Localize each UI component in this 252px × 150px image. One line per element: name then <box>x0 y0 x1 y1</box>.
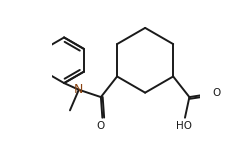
Text: N: N <box>74 83 83 96</box>
Text: HO: HO <box>176 121 192 131</box>
Text: O: O <box>97 121 105 131</box>
Text: O: O <box>212 88 220 98</box>
